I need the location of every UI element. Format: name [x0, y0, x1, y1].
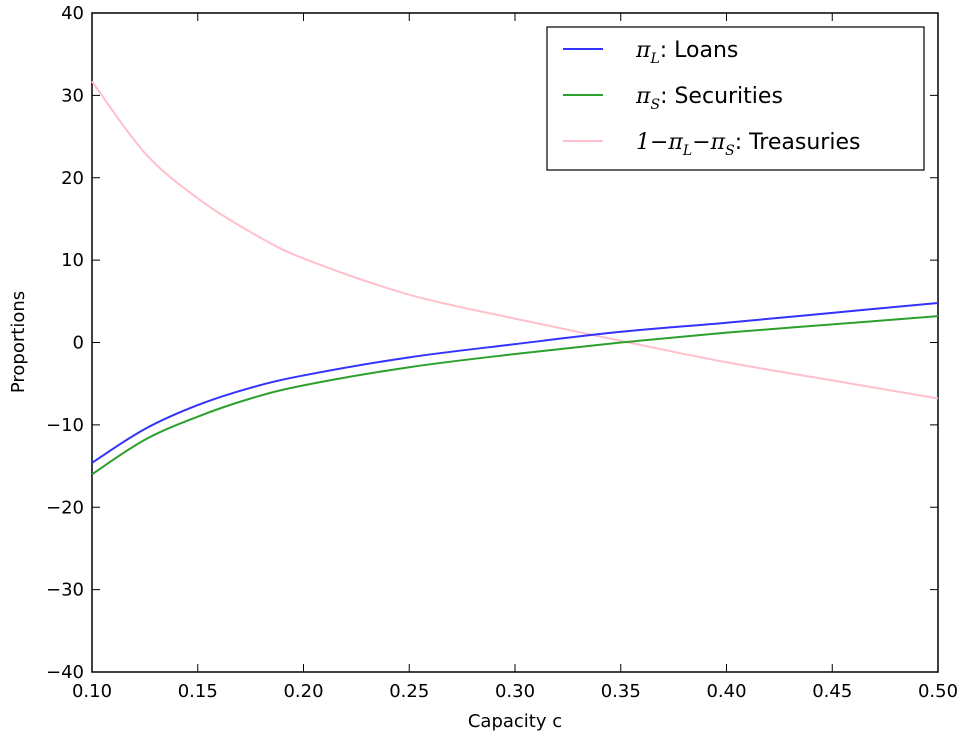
series-lines [91, 80, 939, 476]
y-tick-label: 20 [61, 168, 84, 189]
y-tick-label: 40 [61, 3, 84, 24]
x-axis-label: Capacity c [468, 711, 562, 732]
y-tick-label: 0 [73, 333, 84, 354]
y-tick-label: −10 [46, 415, 84, 436]
y-tick-label: 10 [61, 250, 84, 271]
x-tick-label: 0.45 [812, 681, 852, 702]
legend-label-securities: πS: Securities [635, 84, 783, 113]
legend-label-loans: πL: Loans [635, 38, 738, 67]
x-tick-label: 0.30 [495, 681, 535, 702]
legend-box [546, 26, 925, 171]
series-line-loans [91, 301, 939, 464]
x-tick-label: 0.25 [389, 681, 429, 702]
x-tick-label: 0.15 [178, 681, 218, 702]
y-tick-label: −40 [46, 662, 84, 683]
series-line-securities [91, 315, 939, 476]
legend-label-treasuries: 1−πL−πS: Treasuries [636, 130, 860, 159]
x-tick-label: 0.20 [283, 681, 323, 702]
series-line-treasuries [91, 80, 939, 400]
x-tick-label: 0.40 [706, 681, 746, 702]
y-tick-label: −20 [46, 497, 84, 518]
y-axis-ticks: −40 −30 −20 −10 0 10 20 30 40 [46, 3, 938, 683]
y-tick-label: 30 [61, 85, 84, 106]
y-axis-label: Proportions [8, 291, 29, 393]
y-tick-label: −30 [46, 580, 84, 601]
x-tick-label: 0.35 [601, 681, 641, 702]
x-tick-label: 0.10 [72, 681, 112, 702]
x-axis-ticks: 0.10 0.15 0.20 0.25 0.30 0.35 0.40 0.45 0.50 [72, 13, 958, 702]
legend: πL: Loans πS: Securities 1−πL−πS: Treasu… [546, 26, 925, 171]
x-tick-label: 0.50 [918, 681, 958, 702]
